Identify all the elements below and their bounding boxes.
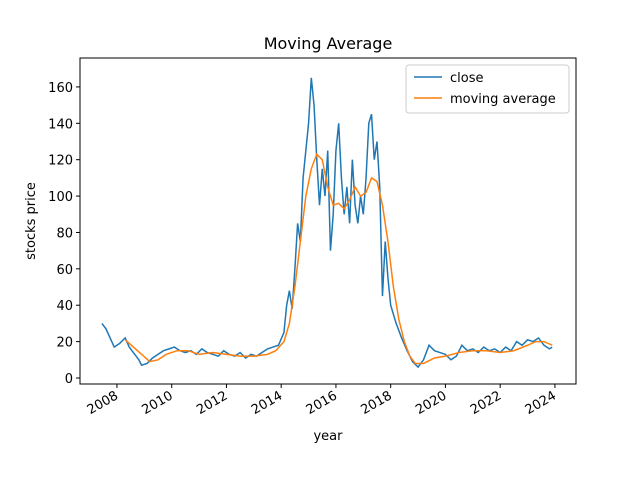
y-tick-label: 160 <box>48 81 73 96</box>
line-series <box>124 152 553 365</box>
x-axis-label: year <box>313 429 343 444</box>
y-tick-label: 0 <box>65 372 73 387</box>
y-tick-label: 80 <box>56 226 73 241</box>
y-tick-label: 20 <box>56 336 73 351</box>
legend-label: close <box>450 71 483 86</box>
axes-frame <box>79 57 577 385</box>
y-tick-label: 100 <box>48 190 73 205</box>
y-tick-label: 60 <box>56 263 73 278</box>
y-tick-label: 40 <box>56 299 73 314</box>
line-series <box>101 77 553 369</box>
legend-box <box>405 64 570 114</box>
y-tick-label: 120 <box>48 154 73 169</box>
y-axis-label: stocks price <box>24 182 39 260</box>
plot-area <box>101 77 553 369</box>
y-tick-label: 140 <box>48 117 73 132</box>
chart-title: Moving Average <box>264 34 393 53</box>
legend-label: moving average <box>450 92 556 107</box>
